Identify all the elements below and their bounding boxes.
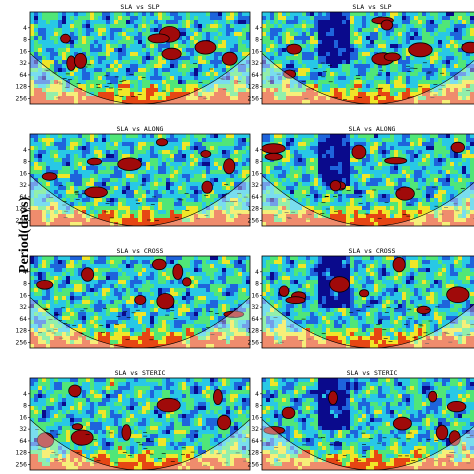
y-tick-label: 4 xyxy=(23,391,27,398)
y-tick-label: 64 xyxy=(19,194,27,201)
y-tick-label: 256 xyxy=(248,339,260,346)
panel-6: 4816326412825601/0105/1109/1101/1205/120… xyxy=(16,377,251,471)
y-tick-label: 8 xyxy=(23,403,27,410)
panel-3: 4 8 16 32 64 128 256 xyxy=(248,133,474,227)
y-tick-label: 256 xyxy=(248,95,260,102)
panel-title: SLA vs ALONG xyxy=(116,125,164,133)
y-tick-label: 128 xyxy=(16,450,28,457)
y-tick-label: 16 xyxy=(19,48,27,55)
y-tick-label: 128 xyxy=(248,328,260,335)
y-tick-label: 4 xyxy=(255,269,259,276)
y-tick-label: 4 xyxy=(23,269,27,276)
y-tick-label: 32 xyxy=(251,182,259,189)
panel-1: 4 8 16 32 64 128 256 xyxy=(248,11,474,105)
y-tick-label: 8 xyxy=(23,159,27,166)
y-tick-label: 16 xyxy=(19,292,27,299)
y-tick-label: 16 xyxy=(251,414,259,421)
y-tick-label: 32 xyxy=(19,182,27,189)
y-tick-label: 64 xyxy=(251,194,259,201)
y-tick-label: 8 xyxy=(255,37,259,44)
y-tick-label: 16 xyxy=(251,292,259,299)
panel-title: SLA vs ALONG xyxy=(348,125,396,133)
y-tick-label: 256 xyxy=(16,217,28,224)
y-tick-label: 4 xyxy=(23,25,27,32)
panel-title: SLA vs STERIC xyxy=(346,369,398,377)
y-tick-label: 8 xyxy=(255,159,259,166)
y-tick-label: 32 xyxy=(251,60,259,67)
panel-0: 4 8 16 32 64 128 256 xyxy=(16,11,251,105)
y-tick-label: 8 xyxy=(23,37,27,44)
y-tick-label: 8 xyxy=(23,281,27,288)
y-tick-label: 256 xyxy=(248,461,260,468)
y-tick-label: 32 xyxy=(251,426,259,433)
y-tick-label: 64 xyxy=(19,72,27,79)
panel-7: 4816326412825601/0105/1109/1101/1205/120… xyxy=(248,377,474,471)
panel-4: 4 8 16 32 64 128 256 xyxy=(16,255,251,349)
panel-title: SLA vs SLP xyxy=(352,3,392,11)
y-tick-label: 128 xyxy=(16,84,28,91)
y-tick-label: 128 xyxy=(16,206,28,213)
y-tick-label: 4 xyxy=(255,25,259,32)
panel-title: SLA vs CROSS xyxy=(116,247,164,255)
y-tick-label: 256 xyxy=(248,217,260,224)
y-tick-label: 256 xyxy=(16,339,28,346)
y-tick-label: 4 xyxy=(255,391,259,398)
y-tick-label: 128 xyxy=(248,206,260,213)
y-tick-label: 128 xyxy=(248,450,260,457)
y-tick-label: 32 xyxy=(251,304,259,311)
panel-2: 4 8 16 32 64 128 256 xyxy=(16,133,251,227)
y-tick-label: 256 xyxy=(16,95,28,102)
y-tick-label: 256 xyxy=(16,461,28,468)
y-tick-label: 32 xyxy=(19,60,27,67)
y-tick-label: 64 xyxy=(19,316,27,323)
y-tick-label: 64 xyxy=(251,438,259,445)
panel-title: SLA vs CROSS xyxy=(348,247,396,255)
y-tick-label: 16 xyxy=(251,170,259,177)
y-tick-label: 128 xyxy=(16,328,28,335)
y-tick-label: 16 xyxy=(251,48,259,55)
y-tick-label: 4 xyxy=(23,147,27,154)
y-tick-label: 128 xyxy=(248,84,260,91)
y-tick-label: 32 xyxy=(19,304,27,311)
y-tick-label: 8 xyxy=(255,403,259,410)
y-tick-label: 16 xyxy=(19,414,27,421)
panel-5: 4 8 16 32 64 128 256 xyxy=(248,255,474,349)
y-tick-label: 16 xyxy=(19,170,27,177)
panel-title: SLA vs STERIC xyxy=(114,369,166,377)
y-tick-label: 8 xyxy=(255,281,259,288)
y-tick-label: 64 xyxy=(251,72,259,79)
y-tick-label: 4 xyxy=(255,147,259,154)
y-tick-label: 64 xyxy=(251,316,259,323)
y-tick-label: 32 xyxy=(19,426,27,433)
y-tick-label: 64 xyxy=(19,438,27,445)
panel-title: SLA vs SLP xyxy=(120,3,160,11)
